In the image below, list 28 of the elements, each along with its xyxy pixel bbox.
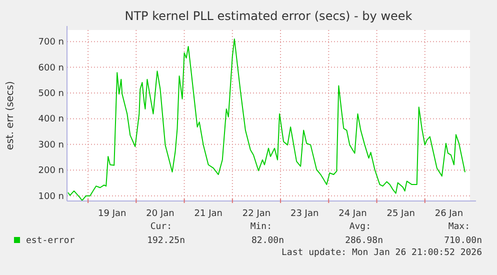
text: Max: (448, 222, 470, 232)
y-tick-label: 700 n (38, 38, 64, 48)
x-tick-label: 23 Jan (290, 209, 319, 219)
x-tick-label: 21 Jan (194, 209, 222, 219)
y-axis-title: est. err (secs) (5, 80, 16, 150)
text: 286.98n (345, 236, 383, 246)
text: 82.00n (251, 236, 284, 246)
legend-label: est-error (26, 236, 76, 246)
y-tick-label: 200 n (38, 166, 64, 176)
x-tick-label: 25 Jan (386, 209, 415, 219)
x-tick-label: 24 Jan (338, 209, 367, 219)
x-tick-label: 19 Jan (98, 209, 126, 219)
y-tick-label: 400 n (38, 114, 64, 125)
y-tick-label: 300 n (38, 140, 64, 150)
text: Cur: (150, 222, 172, 232)
y-tick-label: 500 n (38, 89, 64, 99)
text: 192.25n (147, 236, 185, 246)
y-tick-label: 600 n (38, 63, 64, 74)
text: Min: (250, 222, 272, 232)
x-tick-label: 20 Jan (146, 209, 174, 219)
text: 710.00n (444, 236, 482, 246)
x-tick-label: 22 Jan (242, 209, 271, 219)
x-tick-label: 26 Jan (434, 209, 464, 219)
y-tick-label: 100 n (38, 192, 64, 202)
chart-title: NTP kernel PLL estimated error (secs) - by week (124, 9, 412, 23)
text: Last update: Mon Jan 26 21:00:52 2026 (282, 248, 482, 258)
line-series (68, 38, 466, 201)
text: Avg: (349, 222, 371, 232)
